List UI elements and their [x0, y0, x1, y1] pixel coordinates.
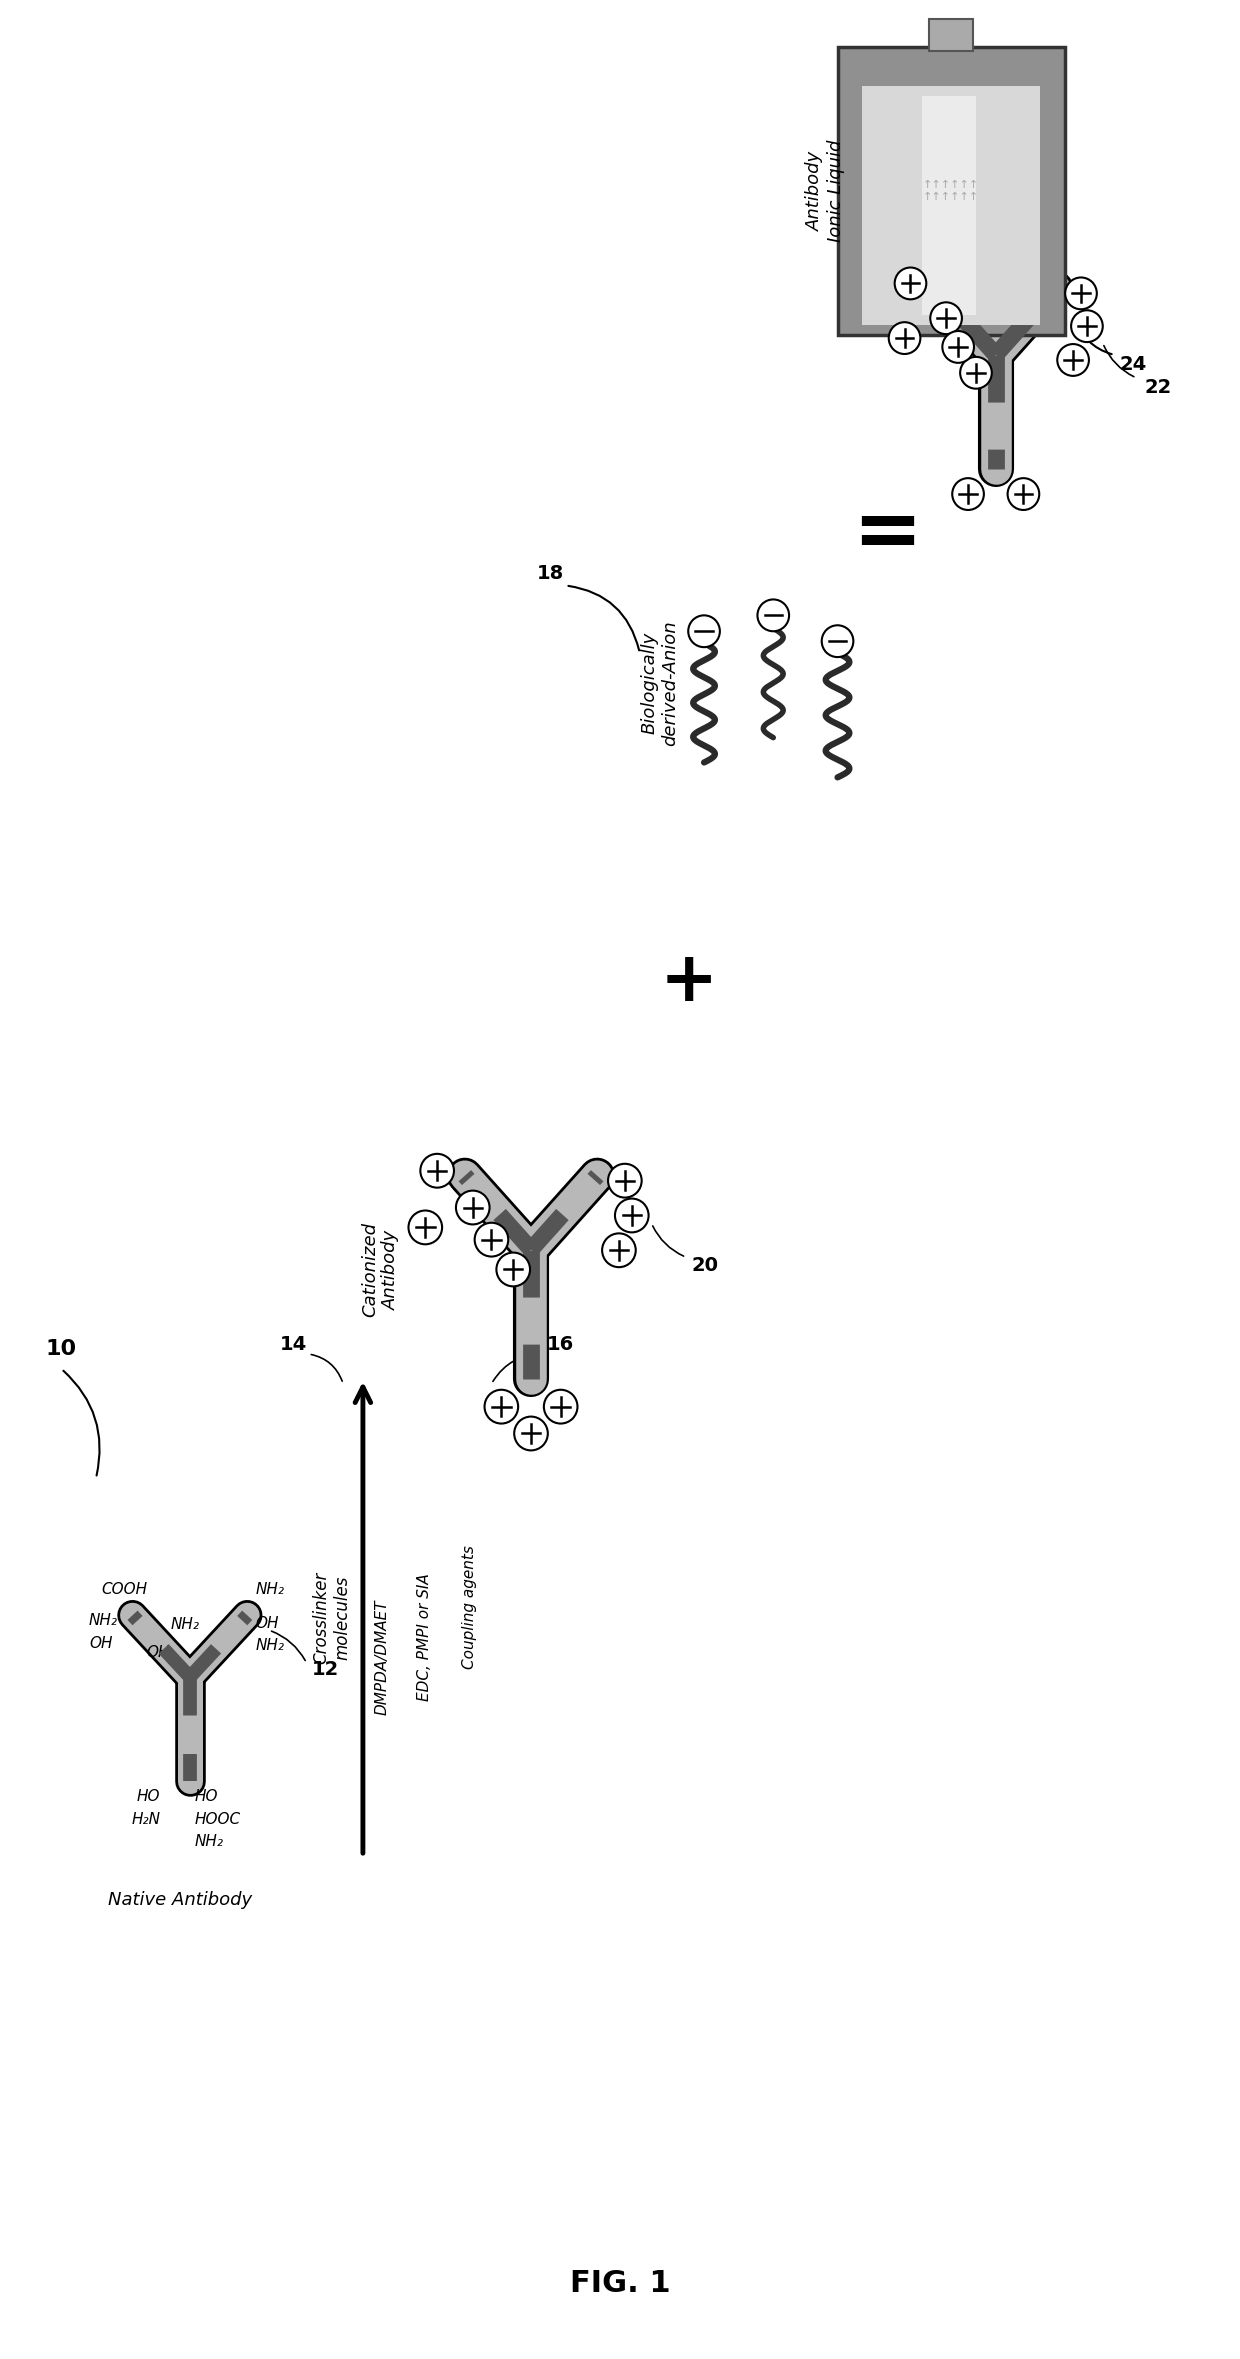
Text: NH₂: NH₂ [170, 1618, 200, 1632]
Bar [837, 47, 1065, 335]
Text: 10: 10 [46, 1340, 77, 1359]
Bar [930, 19, 973, 50]
Circle shape [544, 1389, 578, 1422]
Circle shape [952, 479, 983, 510]
Circle shape [930, 302, 962, 335]
Text: HO: HO [136, 1788, 160, 1805]
Text: ↑↑↑↑↑↑
↑↑↑↑↑↑: ↑↑↑↑↑↑ ↑↑↑↑↑↑ [923, 179, 980, 201]
Circle shape [408, 1210, 443, 1243]
Text: 12: 12 [311, 1661, 339, 1680]
Text: Biologically
derived-Anion: Biologically derived-Anion [640, 620, 680, 745]
Text: EDC, PMPI or SIA: EDC, PMPI or SIA [418, 1573, 433, 1701]
Circle shape [895, 267, 926, 300]
Text: NH₂: NH₂ [89, 1614, 118, 1628]
Text: =: = [852, 493, 923, 573]
Text: 14: 14 [280, 1335, 308, 1354]
Bar [921, 97, 976, 316]
Text: +: + [660, 948, 718, 1014]
Text: NH₂: NH₂ [255, 1583, 284, 1597]
Text: FIG. 1: FIG. 1 [569, 2269, 671, 2298]
Text: 16: 16 [547, 1335, 574, 1354]
Text: Coupling agents: Coupling agents [461, 1545, 477, 1670]
Text: OH: OH [146, 1644, 170, 1661]
FancyArrowPatch shape [311, 1354, 342, 1380]
Text: OH: OH [255, 1616, 279, 1630]
Text: 22: 22 [1145, 377, 1172, 396]
Text: H₂N: H₂N [131, 1812, 160, 1826]
FancyArrowPatch shape [1075, 318, 1112, 354]
Text: COOH: COOH [102, 1583, 148, 1597]
Circle shape [889, 323, 920, 354]
Circle shape [1058, 344, 1089, 375]
Text: OH: OH [89, 1635, 113, 1651]
Circle shape [758, 599, 789, 632]
Text: 18: 18 [537, 564, 564, 583]
Circle shape [496, 1253, 529, 1286]
Text: HO: HO [195, 1788, 218, 1805]
Text: Crosslinker
molecules: Crosslinker molecules [312, 1571, 351, 1663]
Circle shape [608, 1163, 641, 1198]
FancyArrowPatch shape [568, 585, 639, 651]
FancyArrowPatch shape [63, 1371, 99, 1474]
Circle shape [822, 625, 853, 658]
Circle shape [603, 1234, 636, 1267]
Text: Antibody
Ionic Liquid: Antibody Ionic Liquid [806, 139, 846, 243]
Circle shape [1071, 311, 1102, 342]
Text: DMPDA/DMAET: DMPDA/DMAET [374, 1599, 389, 1715]
FancyArrowPatch shape [1104, 347, 1133, 377]
Circle shape [485, 1389, 518, 1422]
Text: Cationized
Antibody: Cationized Antibody [361, 1222, 401, 1316]
Circle shape [515, 1418, 548, 1451]
Text: 20: 20 [691, 1255, 718, 1274]
Circle shape [960, 356, 992, 389]
Circle shape [456, 1191, 490, 1224]
Text: 24: 24 [1120, 356, 1147, 375]
Circle shape [615, 1198, 649, 1231]
Text: NH₂: NH₂ [255, 1637, 284, 1654]
FancyArrowPatch shape [272, 1630, 305, 1661]
Text: Native Antibody: Native Antibody [108, 1892, 252, 1908]
Circle shape [942, 330, 973, 363]
FancyArrowPatch shape [652, 1227, 683, 1255]
Circle shape [420, 1154, 454, 1187]
Circle shape [475, 1222, 508, 1257]
Circle shape [1065, 278, 1097, 309]
Text: HOOC: HOOC [195, 1812, 241, 1826]
Bar [862, 87, 1040, 326]
FancyArrowPatch shape [492, 1354, 543, 1382]
Text: NH₂: NH₂ [195, 1833, 223, 1849]
Circle shape [1008, 479, 1039, 510]
Circle shape [688, 616, 720, 646]
